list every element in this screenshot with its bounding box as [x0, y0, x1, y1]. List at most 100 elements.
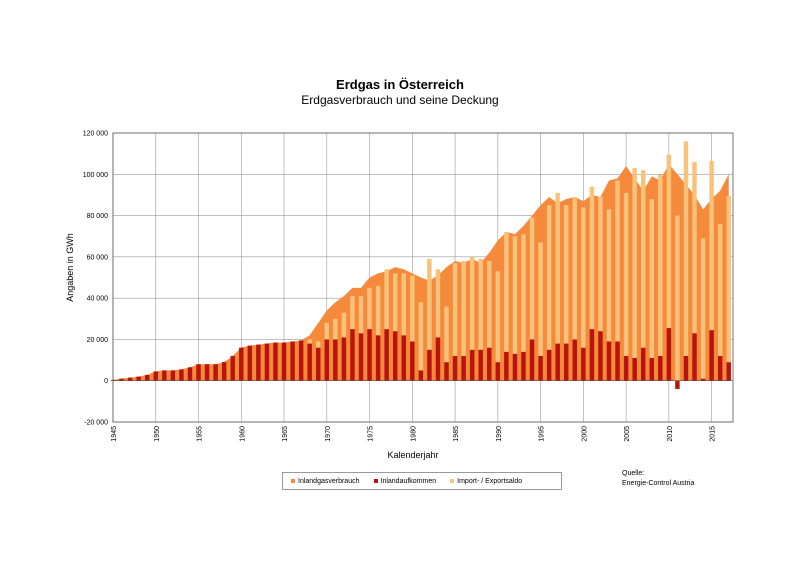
bar-import-exportsaldo [504, 232, 509, 352]
bar-inlandaufkommen [555, 343, 560, 381]
bar-import-exportsaldo [538, 242, 543, 356]
x-tick-label: 1955 [197, 426, 204, 442]
bar-inlandaufkommen [692, 333, 697, 381]
bar-inlandaufkommen [213, 364, 218, 381]
x-tick-label: 1950 [154, 426, 161, 442]
bar-import-exportsaldo [709, 160, 714, 331]
bar-inlandaufkommen [444, 362, 449, 381]
bar-inlandaufkommen [572, 339, 578, 381]
legend-item-production: Inlandaufkommen [373, 478, 436, 485]
bar-inlandaufkommen [469, 349, 475, 381]
bar-import-exportsaldo [564, 205, 569, 344]
bar-inlandaufkommen [504, 351, 509, 381]
x-tick-label: 1970 [325, 426, 332, 442]
bar-inlandaufkommen [316, 347, 321, 381]
bar-inlandaufkommen [333, 339, 338, 381]
bar-import-exportsaldo [401, 273, 406, 336]
bar-inlandaufkommen [529, 339, 535, 381]
bar-inlandaufkommen [683, 355, 689, 381]
bar-inlandaufkommen [623, 355, 629, 381]
bar-inlandaufkommen [461, 355, 466, 381]
bar-import-exportsaldo [427, 258, 432, 350]
legend-item-import: Import- / Exportsaldo [450, 478, 522, 485]
bar-inlandaufkommen [709, 330, 714, 381]
bar-inlandaufkommen [384, 329, 389, 381]
bar-inlandaufkommen [666, 328, 672, 381]
bar-import-exportsaldo [316, 341, 321, 348]
bar-import-exportsaldo [350, 296, 355, 330]
bar-import-exportsaldo [726, 195, 731, 363]
bar-import-exportsaldo [717, 223, 723, 356]
bar-import-exportsaldo [410, 275, 415, 342]
bar-import-exportsaldo [367, 287, 372, 330]
bar-inlandaufkommen [487, 347, 492, 381]
bar-inlandaufkommen [136, 376, 141, 381]
bar-inlandaufkommen [675, 380, 680, 389]
bar-inlandaufkommen [179, 369, 184, 381]
bar-inlandaufkommen [478, 349, 483, 381]
bar-import-exportsaldo [333, 318, 338, 340]
x-tick-label: 1995 [539, 426, 546, 442]
bar-import-exportsaldo [632, 168, 637, 359]
bar-inlandaufkommen [290, 341, 295, 381]
bar-import-exportsaldo [683, 141, 689, 356]
bar-import-exportsaldo [700, 238, 706, 379]
bar-inlandaufkommen [256, 344, 261, 381]
y-tick-label: 40 000 [87, 296, 109, 303]
bar-import-exportsaldo [658, 174, 663, 356]
bar-import-exportsaldo [615, 180, 620, 342]
bar-inlandaufkommen [538, 355, 543, 381]
bar-import-exportsaldo [384, 269, 389, 330]
x-tick-label: 1945 [111, 426, 118, 442]
bar-import-exportsaldo [444, 306, 449, 363]
bar-inlandaufkommen [187, 367, 193, 381]
bar-import-exportsaldo [487, 260, 492, 348]
bar-import-exportsaldo [675, 215, 680, 381]
bar-import-exportsaldo [623, 192, 629, 356]
bar-inlandaufkommen [435, 337, 441, 381]
bar-inlandaufkommen [153, 371, 158, 381]
source-name: Energie-Control Austria [622, 480, 695, 487]
bar-inlandaufkommen [341, 337, 347, 381]
bar-import-exportsaldo [478, 258, 483, 350]
y-tick-label: 20 000 [87, 337, 109, 344]
bar-inlandaufkommen [700, 378, 706, 381]
bar-inlandaufkommen [452, 355, 458, 381]
bar-inlandaufkommen [418, 370, 424, 381]
y-tick-label: -20 000 [84, 420, 108, 427]
bar-import-exportsaldo [375, 285, 381, 336]
y-tick-label: 60 000 [87, 254, 109, 261]
legend-swatch-consumption [291, 479, 295, 483]
bar-inlandaufkommen [144, 374, 150, 381]
bar-inlandaufkommen [564, 343, 569, 381]
bar-import-exportsaldo [529, 217, 535, 340]
bar-inlandaufkommen [521, 351, 526, 381]
bar-import-exportsaldo [666, 154, 672, 329]
bar-inlandaufkommen [649, 358, 654, 381]
plot-frame [112, 132, 734, 423]
x-tick-label: 1985 [453, 426, 460, 442]
bar-import-exportsaldo [589, 186, 595, 330]
x-tick-label: 2015 [710, 426, 717, 442]
bar-inlandaufkommen [264, 343, 270, 381]
x-tick-label: 2005 [624, 426, 631, 442]
bar-inlandaufkommen [512, 353, 518, 381]
bar-inlandaufkommen [658, 355, 663, 381]
bar-inlandaufkommen [581, 347, 586, 381]
x-tick-label: 2010 [667, 426, 674, 442]
legend: Inlandgasverbrauch Inlandaufkommen Impor… [282, 472, 562, 490]
bar-inlandaufkommen [298, 340, 304, 381]
bar-inlandaufkommen [350, 329, 355, 381]
bar-inlandaufkommen [119, 378, 124, 381]
bar-import-exportsaldo [435, 269, 441, 338]
bar-import-exportsaldo [598, 196, 603, 332]
bar-inlandaufkommen [324, 339, 330, 381]
bar-import-exportsaldo [546, 205, 552, 350]
bar-import-exportsaldo [341, 312, 347, 338]
bar-inlandaufkommen [196, 364, 201, 381]
bar-inlandaufkommen [495, 362, 501, 381]
bar-import-exportsaldo [692, 161, 697, 334]
bar-inlandaufkommen [632, 358, 637, 381]
source-label: Quelle: [622, 470, 645, 477]
x-tick-label: 1980 [410, 426, 417, 442]
